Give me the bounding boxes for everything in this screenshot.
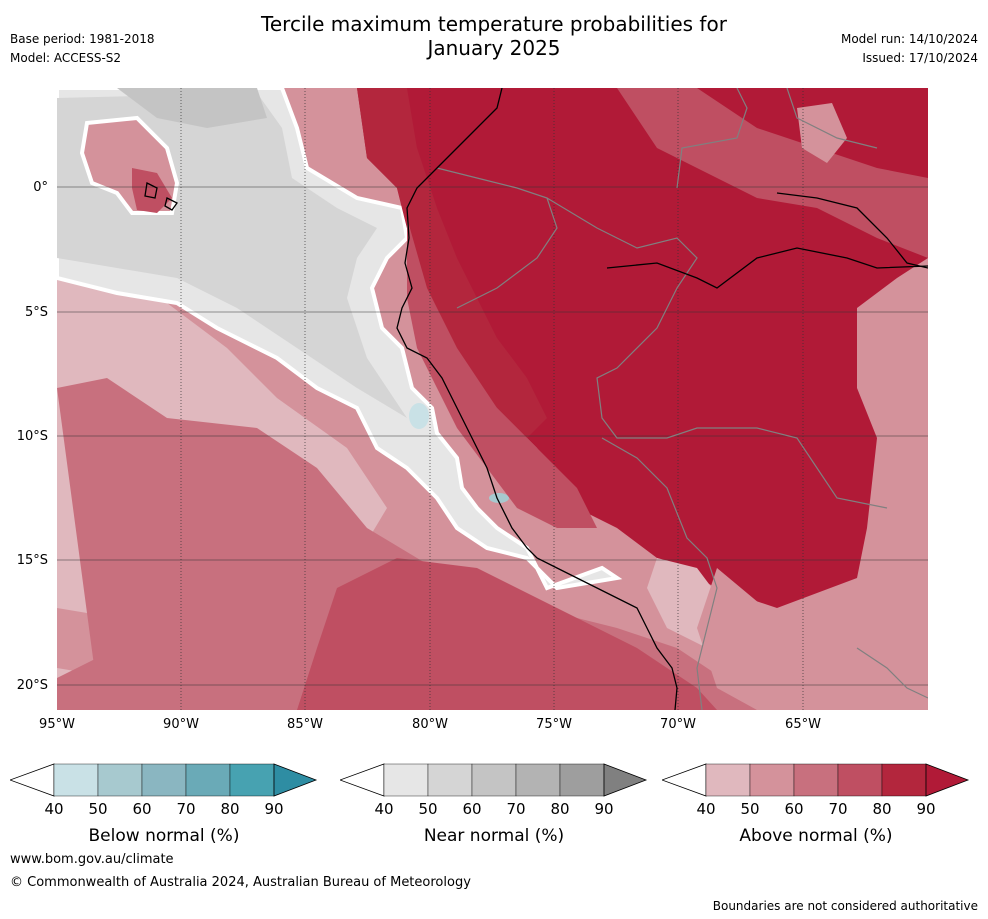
model-text: Model: ACCESS-S2: [10, 51, 122, 65]
country-borders: [436, 88, 928, 710]
lon-label-95w: 95°W: [39, 717, 75, 732]
legend-near-normal: 40 50 60 70 80 90 Near normal (%): [338, 762, 648, 852]
above-70-northeast: [617, 88, 928, 258]
legend-below-title: Below normal (%): [88, 826, 240, 846]
meta-right: Model run: 14/10/2024 Issued: 17/10/2024: [841, 30, 978, 68]
lat-label-5s: 5°S: [24, 305, 48, 320]
legend-below-colorbar: [8, 763, 318, 797]
legend-below-tick: 70: [176, 800, 196, 818]
below-normal-patch-2: [489, 493, 509, 503]
legend-below-tick: 50: [88, 800, 108, 818]
galapagos-core: [132, 168, 172, 213]
legend-above-tick: 70: [828, 800, 848, 818]
above-60-ne-patch: [797, 103, 847, 163]
legend-below-tick: 40: [44, 800, 64, 818]
legend-above-tick: 50: [740, 800, 760, 818]
graticule: [57, 88, 928, 710]
legend-above-tick: 90: [916, 800, 936, 818]
legend-below-tick: 80: [220, 800, 240, 818]
legend-above-tick: 60: [784, 800, 804, 818]
above-50-patch-se: [697, 568, 797, 710]
near-normal-patch-ne: [117, 88, 267, 128]
legend-below-tick: 90: [264, 800, 284, 818]
legend-near-tick: 80: [550, 800, 570, 818]
below-normal-patch-1: [409, 403, 429, 429]
lat-label-10s: 10°S: [16, 429, 48, 444]
legend-below-tick: 60: [132, 800, 152, 818]
lat-label-15s: 15°S: [16, 553, 48, 568]
legend-near-title: Near normal (%): [423, 826, 565, 846]
above-80-coastal: [357, 88, 547, 438]
above-90-land: [357, 88, 928, 608]
legend-above-tick: 80: [872, 800, 892, 818]
lon-label-75w: 75°W: [536, 717, 572, 732]
legend-near-tick: 40: [374, 800, 394, 818]
issued-text: Issued: 17/10/2024: [862, 51, 978, 65]
lon-label-65w: 65°W: [785, 717, 821, 732]
legend-above-tick: 40: [696, 800, 716, 818]
above-70-ocean: [297, 558, 717, 710]
map-title: Tercile maximum temperature probabilitie…: [0, 12, 988, 60]
legend-above-colorbar: [660, 763, 970, 797]
model-run-text: Model run: 14/10/2024: [840, 32, 978, 46]
lat-label-0: 0°: [33, 180, 48, 195]
legend-near-tick: 90: [594, 800, 614, 818]
legend-near-tick: 50: [418, 800, 438, 818]
meta-left: Base period: 1981-2018 Model: ACCESS-S2: [10, 30, 155, 68]
copyright-text: © Commonwealth of Australia 2024, Austra…: [10, 875, 471, 890]
title-line-2: January 2025: [427, 36, 561, 60]
lat-label-20s: 20°S: [16, 678, 48, 693]
lon-label-70w: 70°W: [660, 717, 696, 732]
coastline: [144, 88, 928, 710]
lon-label-85w: 85°W: [287, 717, 323, 732]
title-line-1: Tercile maximum temperature probabilitie…: [261, 12, 727, 36]
legend-above-title: Above normal (%): [739, 826, 893, 846]
lon-label-90w: 90°W: [163, 717, 199, 732]
legend-below-normal: 40 50 60 70 80 90 Below normal (%): [8, 762, 318, 852]
above-70-coastal: [407, 218, 597, 528]
disclaimer-text: Boundaries are not considered authoritat…: [712, 899, 978, 913]
legend-above-normal: 40 50 60 70 80 90 Above normal (%): [660, 762, 970, 852]
lon-label-80w: 80°W: [412, 717, 448, 732]
website-link[interactable]: www.bom.gov.au/climate: [10, 852, 174, 867]
base-period-text: Base period: 1981-2018: [10, 32, 155, 46]
legend-near-colorbar: [338, 763, 648, 797]
legend-near-tick: 60: [462, 800, 482, 818]
legend-near-tick: 70: [506, 800, 526, 818]
probability-map: [57, 88, 928, 710]
